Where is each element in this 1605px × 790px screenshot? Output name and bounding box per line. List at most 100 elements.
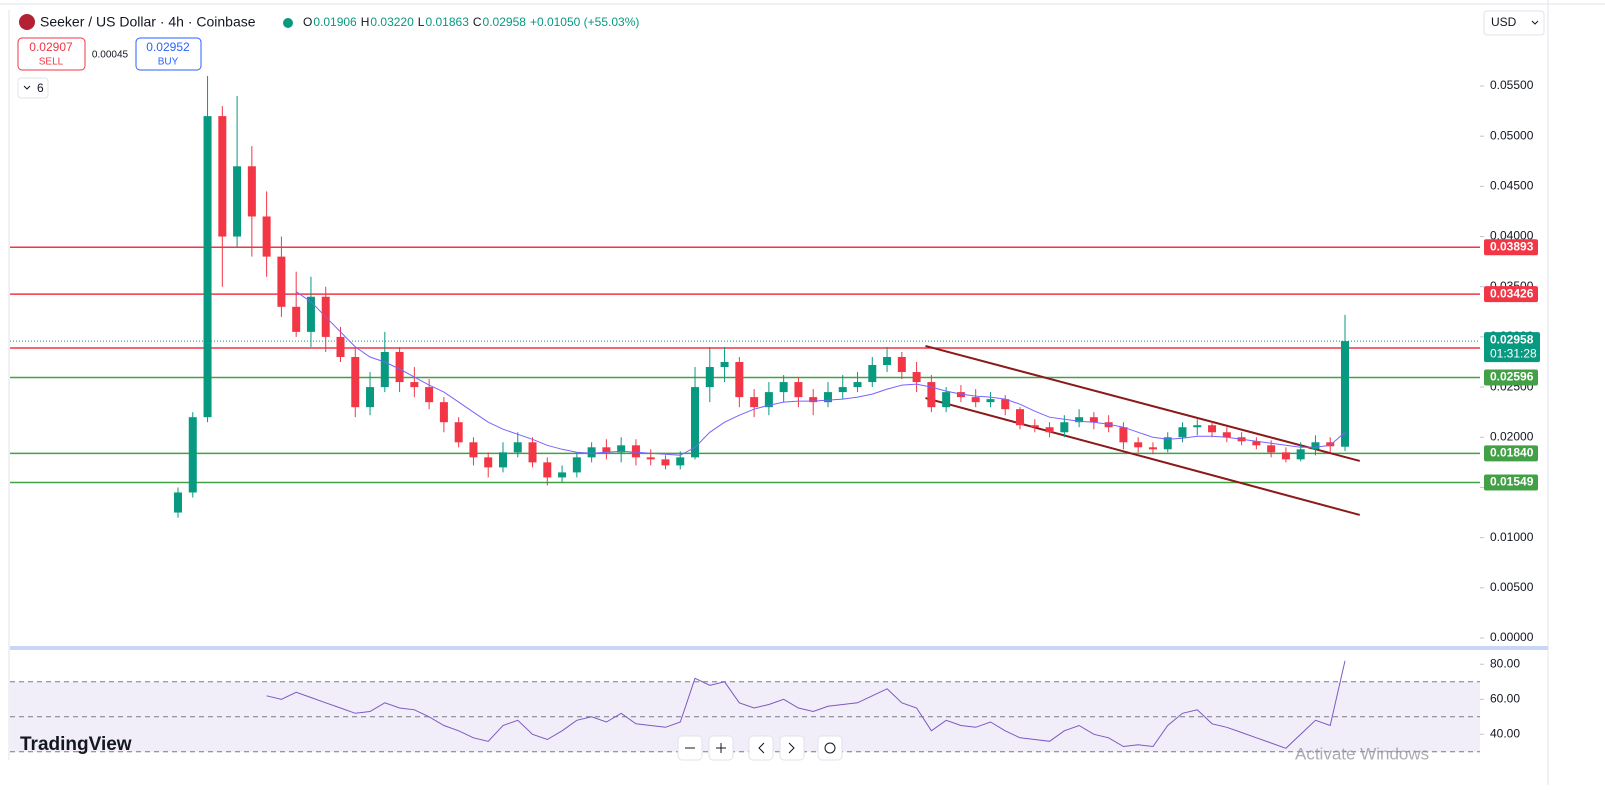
- indicators-count[interactable]: 6: [37, 81, 44, 95]
- candle-body: [1193, 425, 1202, 428]
- y-tick-label: 0.04500: [1490, 179, 1534, 193]
- candle-body: [558, 472, 567, 478]
- candle-body: [986, 399, 995, 403]
- ohlc-value: 0.01906: [313, 15, 357, 29]
- y-tick-label: 0.00500: [1490, 580, 1534, 594]
- candle-body: [1296, 449, 1305, 460]
- rsi-line: [266, 660, 1346, 749]
- buy-button[interactable]: [135, 37, 202, 71]
- spread: 0.00045: [92, 50, 129, 61]
- candle-body: [912, 372, 921, 383]
- y-tick-label: 0.01000: [1490, 530, 1534, 544]
- sell-price[interactable]: 0.02907: [29, 40, 73, 54]
- level-tag: [1484, 239, 1538, 256]
- ohlc-key: O: [303, 15, 312, 29]
- logo: TradingView: [20, 734, 132, 755]
- last-price-tag: [1484, 332, 1540, 363]
- ohlc-value: 0.03220: [370, 15, 414, 29]
- rsi-tick-label: 60.00: [1490, 691, 1520, 705]
- candle-body: [218, 116, 227, 237]
- candle-body: [425, 387, 434, 403]
- nav-buttons: [677, 735, 843, 761]
- candle-body: [513, 442, 522, 453]
- candle-body: [366, 387, 375, 408]
- candle-body: [956, 392, 965, 398]
- icon: [758, 742, 765, 754]
- sell-button[interactable]: [17, 37, 86, 71]
- level-tag: [1484, 369, 1538, 386]
- icon: [788, 742, 795, 754]
- level-tag: [1484, 474, 1538, 491]
- candle-body: [572, 457, 581, 473]
- candle-body: [1075, 417, 1084, 423]
- candle-body: [587, 447, 596, 458]
- candle-body: [1341, 341, 1349, 447]
- chevron: [23, 85, 31, 90]
- y-tick-label: 0.05000: [1490, 128, 1534, 142]
- candle-body: [1208, 425, 1217, 433]
- candle-body: [764, 392, 773, 408]
- candle-body: [705, 367, 714, 388]
- candle-body: [1267, 445, 1276, 453]
- candle-body: [233, 166, 242, 237]
- ohlc-value: 0.02958: [483, 15, 527, 29]
- candle-body: [823, 392, 832, 403]
- watermark: Activate Windows: [1295, 744, 1429, 763]
- currency[interactable]: USD: [1491, 15, 1517, 29]
- candle-body: [469, 442, 478, 458]
- plot-layer: 0.03893 0.03426 0.02596 0.01840 0.01549 0.029…: [10, 75, 1540, 753]
- candle-body: [1104, 422, 1113, 428]
- candle-body: [395, 351, 404, 383]
- ohlc-key: L: [418, 15, 425, 29]
- level-label: 0.01840: [1490, 446, 1534, 460]
- candle-body: [942, 392, 951, 408]
- candle-body: [1045, 427, 1054, 433]
- ohlc-key: C: [473, 15, 482, 29]
- currency-select[interactable]: [1483, 10, 1545, 36]
- candle-body: [661, 459, 670, 466]
- candle-body: [1311, 442, 1320, 450]
- indicators-toggle[interactable]: [17, 77, 49, 99]
- ohlc-key: H: [361, 15, 370, 29]
- y-tick-label: 0.02000: [1490, 429, 1534, 443]
- candle-body: [1001, 399, 1010, 410]
- candle-body: [927, 382, 936, 408]
- candle-body: [247, 166, 256, 217]
- rsi-tick-label: 80.00: [1490, 656, 1520, 670]
- sell-label[interactable]: SELL: [39, 57, 64, 68]
- candle-body: [691, 387, 700, 458]
- level-label: 0.01549: [1490, 475, 1534, 489]
- candle-body: [1119, 427, 1128, 443]
- candle-body: [838, 387, 847, 393]
- scroll-right[interactable]: [779, 735, 805, 761]
- candle-body: [203, 116, 212, 418]
- candle-body: [735, 362, 744, 398]
- candle-body: [410, 382, 419, 388]
- candle-body: [174, 492, 182, 513]
- symbol-title: Seeker / US Dollar · 4h · Coinbase: [40, 14, 256, 30]
- candle-body: [292, 306, 301, 332]
- buy-price[interactable]: 0.02952: [146, 40, 190, 54]
- ohlc-value: 0.01863: [425, 15, 469, 29]
- candle-body: [1281, 452, 1290, 460]
- level-tag: [1484, 445, 1538, 462]
- candle-body: [646, 457, 655, 460]
- candle-body: [794, 382, 803, 398]
- candle-body: [720, 362, 729, 368]
- candle-body: [1060, 422, 1069, 433]
- candle-body: [779, 382, 788, 393]
- ohlc: O 0.01906 H 0.03220 L 0.01863 C 0.02958: [303, 15, 526, 29]
- candle-body: [306, 296, 315, 332]
- candle-body: [1134, 442, 1143, 448]
- candle-body: [351, 356, 360, 408]
- reset[interactable]: [817, 735, 843, 761]
- candle-body: [484, 457, 493, 468]
- buy-label[interactable]: BUY: [158, 57, 179, 68]
- scroll-left[interactable]: [748, 735, 774, 761]
- level-label: 0.03426: [1490, 286, 1534, 300]
- candle-body: [631, 445, 640, 458]
- level-tag: [1484, 286, 1538, 303]
- candle-body: [617, 445, 626, 453]
